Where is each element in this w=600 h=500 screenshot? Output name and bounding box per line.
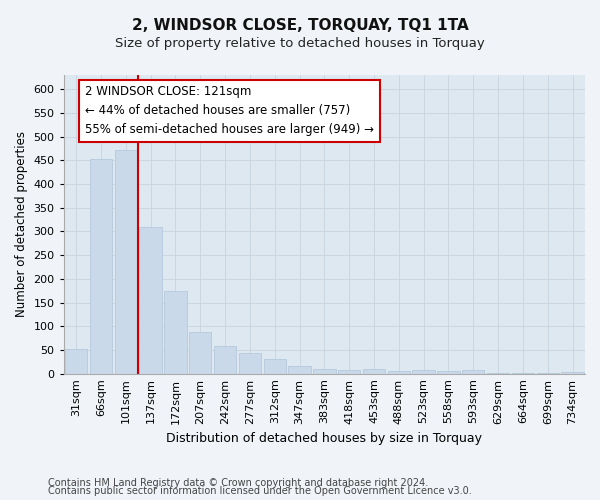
Bar bbox=[512, 372, 534, 374]
Bar bbox=[115, 150, 137, 374]
Bar bbox=[462, 370, 484, 374]
Bar bbox=[239, 353, 261, 374]
Text: 2 WINDSOR CLOSE: 121sqm
← 44% of detached houses are smaller (757)
55% of semi-d: 2 WINDSOR CLOSE: 121sqm ← 44% of detache… bbox=[85, 86, 374, 136]
Bar bbox=[289, 366, 311, 374]
Bar bbox=[90, 160, 112, 374]
Bar bbox=[338, 370, 361, 374]
X-axis label: Distribution of detached houses by size in Torquay: Distribution of detached houses by size … bbox=[166, 432, 482, 445]
Bar bbox=[437, 371, 460, 374]
Bar bbox=[214, 346, 236, 374]
Bar bbox=[164, 290, 187, 374]
Bar bbox=[139, 226, 162, 374]
Text: Contains public sector information licensed under the Open Government Licence v3: Contains public sector information licen… bbox=[48, 486, 472, 496]
Bar bbox=[388, 371, 410, 374]
Bar bbox=[562, 372, 584, 374]
Text: Size of property relative to detached houses in Torquay: Size of property relative to detached ho… bbox=[115, 38, 485, 51]
Bar bbox=[536, 372, 559, 374]
Bar bbox=[65, 349, 87, 374]
Bar bbox=[412, 370, 435, 374]
Bar bbox=[487, 372, 509, 374]
Bar bbox=[263, 359, 286, 374]
Bar bbox=[189, 332, 211, 374]
Bar bbox=[313, 369, 335, 374]
Bar bbox=[363, 369, 385, 374]
Y-axis label: Number of detached properties: Number of detached properties bbox=[15, 132, 28, 318]
Text: Contains HM Land Registry data © Crown copyright and database right 2024.: Contains HM Land Registry data © Crown c… bbox=[48, 478, 428, 488]
Text: 2, WINDSOR CLOSE, TORQUAY, TQ1 1TA: 2, WINDSOR CLOSE, TORQUAY, TQ1 1TA bbox=[131, 18, 469, 32]
